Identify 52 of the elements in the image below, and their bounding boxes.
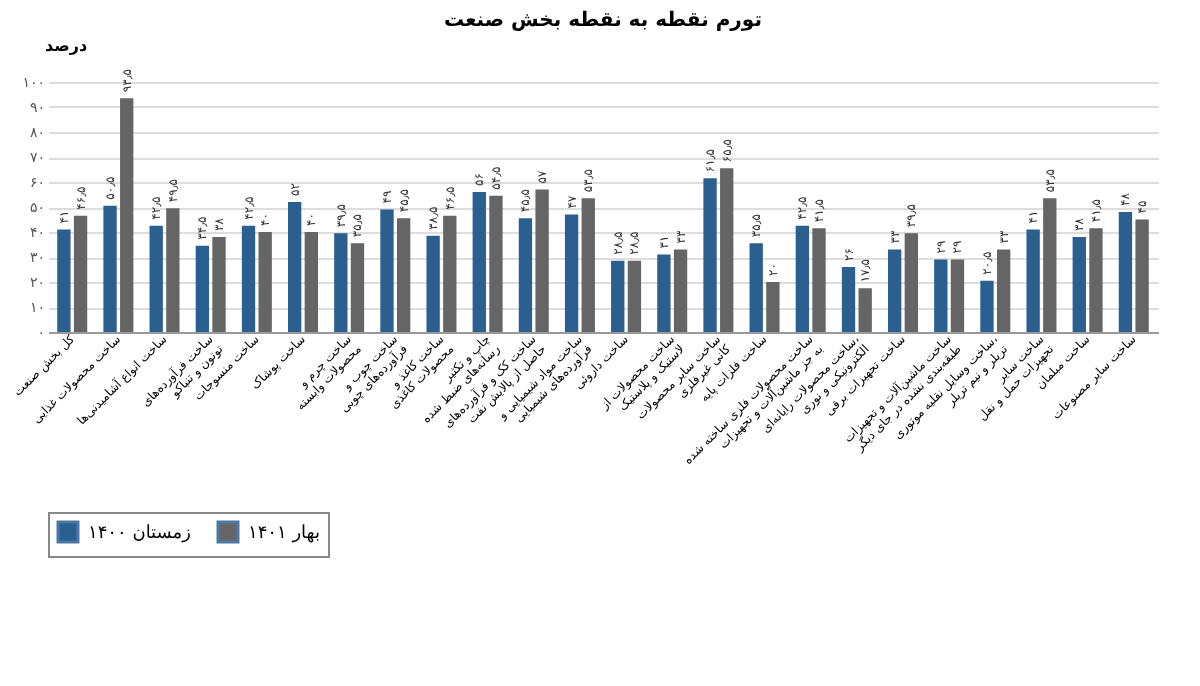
- bar: [611, 260, 625, 332]
- bar: [350, 243, 365, 332]
- bar: [149, 225, 163, 332]
- bar: [518, 218, 533, 332]
- bar: [858, 288, 872, 332]
- bar: [396, 218, 411, 332]
- bar: [934, 259, 948, 332]
- bar: [888, 249, 902, 332]
- bar: [564, 214, 579, 332]
- bar: [103, 205, 117, 332]
- bar: [535, 189, 549, 332]
- bar: [795, 225, 810, 332]
- bar: [120, 98, 134, 332]
- bar: [1043, 198, 1057, 332]
- bar: [426, 235, 440, 332]
- bar: [766, 282, 780, 332]
- bar: [1026, 229, 1040, 332]
- bar: [241, 225, 256, 332]
- bar: [57, 229, 71, 332]
- bar: [812, 228, 826, 332]
- bar: [472, 192, 486, 332]
- bar: [195, 245, 210, 332]
- bar: [1118, 212, 1133, 332]
- bar: [1135, 219, 1149, 332]
- bar: [288, 202, 302, 332]
- bar: [703, 178, 717, 332]
- bar: [380, 209, 394, 332]
- legend-label: بهار ۱۴۰۱: [248, 524, 320, 544]
- bar: [841, 267, 856, 332]
- bar: [720, 168, 734, 332]
- bar: [166, 208, 180, 332]
- chart-title: تورم نقطه به نقطه بخش صنعت: [444, 10, 763, 32]
- bar: [950, 259, 965, 332]
- bar: [673, 249, 688, 332]
- y-axis-title: درصد: [45, 37, 88, 55]
- bar: [304, 232, 318, 332]
- bar: [657, 254, 671, 332]
- bar: [73, 215, 88, 332]
- bar: [489, 195, 503, 332]
- bar: [258, 232, 272, 332]
- bar: [996, 249, 1011, 332]
- bar: [1089, 228, 1103, 332]
- legend-label: زمستان ۱۴۰۰: [88, 524, 191, 544]
- bar: [334, 233, 348, 332]
- bar: [1072, 237, 1086, 332]
- bar: [904, 233, 918, 332]
- bar: [980, 280, 994, 332]
- bar: [443, 215, 457, 332]
- bar: [581, 198, 595, 332]
- bar: [212, 237, 226, 332]
- bar: [627, 260, 642, 332]
- bar: [749, 243, 763, 332]
